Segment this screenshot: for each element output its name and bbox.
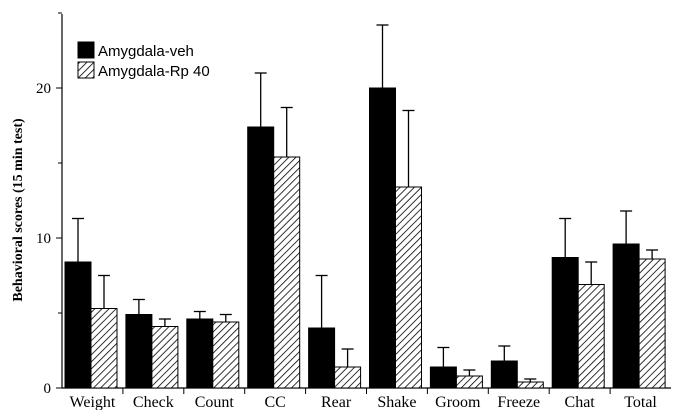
x-tick-label: Count [195, 394, 235, 410]
x-tick-label: Groom [435, 394, 481, 410]
bar-rp40 [273, 156, 301, 389]
bars-group [64, 24, 666, 389]
bar-veh [308, 327, 336, 389]
bar-veh [64, 261, 92, 389]
bar-rp40 [212, 321, 240, 389]
legend: Amygdala-veh Amygdala-Rp 40 [77, 41, 210, 80]
legend-swatch [77, 41, 95, 59]
bar-rp40 [90, 308, 118, 389]
bar-rp40 [334, 366, 362, 389]
y-axis-label: Behavioral scores (15 min test) [11, 118, 26, 302]
x-tick-label: Total [624, 394, 657, 410]
bar-veh [247, 126, 275, 389]
bar-rp40 [395, 186, 422, 389]
x-tick-label: Freeze [497, 394, 540, 410]
x-tick-label: Chat [565, 394, 596, 410]
x-tick-label: Shake [377, 394, 416, 410]
y-tick-label: 10 [36, 231, 51, 247]
legend-swatch [77, 61, 95, 79]
y-tick-label: 0 [44, 381, 52, 397]
y-tick-label: 20 [36, 81, 51, 97]
bar-veh [186, 318, 214, 389]
bar-veh [429, 366, 457, 389]
legend-label: Amygdala-Rp 40 [98, 63, 210, 80]
bar-rp40 [577, 284, 605, 389]
bar-veh [125, 314, 153, 389]
bar-rp40 [151, 326, 179, 389]
bar-veh [551, 257, 579, 389]
bar-veh [490, 360, 518, 389]
x-tick-label: Weight [70, 394, 116, 410]
x-tick-label: Check [133, 394, 174, 410]
bar-rp40 [638, 258, 666, 389]
bar-veh [369, 87, 396, 389]
bar-rp40 [516, 381, 544, 389]
x-tick-label: Rear [321, 394, 352, 410]
legend-label: Amygdala-veh [98, 43, 194, 60]
bar-rp40 [455, 375, 483, 389]
bar-veh [612, 243, 640, 389]
x-tick-label: CC [264, 394, 285, 410]
